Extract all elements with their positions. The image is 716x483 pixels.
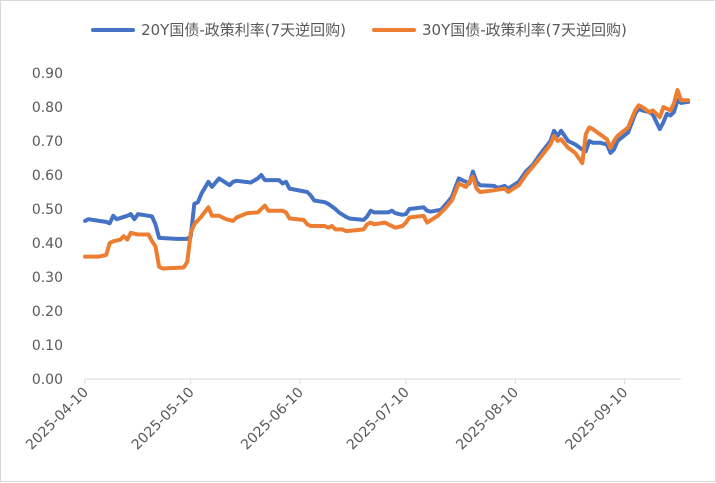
x-tick-label: 2025-05-10 [129, 385, 198, 454]
x-tick-label: 2025-04-10 [23, 385, 92, 454]
legend-item-30y: 30Y国债-政策利率(7天逆回购) [372, 19, 627, 40]
legend-label-30y: 30Y国债-政策利率(7天逆回购) [422, 21, 627, 39]
y-tick-label: 0.60 [32, 168, 63, 184]
y-tick-label: 0.50 [32, 202, 63, 218]
y-tick-label: 0.10 [32, 338, 63, 354]
y-tick-label: 0.70 [32, 134, 63, 150]
legend-swatch-30y [372, 27, 416, 32]
y-tick-label: 0.30 [32, 270, 63, 286]
x-tick-label: 2025-06-10 [238, 385, 307, 454]
legend-item-20y: 20Y国债-政策利率(7天逆回购) [91, 19, 346, 40]
x-tick-label: 2025-09-10 [563, 385, 632, 454]
y-tick-label: 0.40 [32, 236, 63, 252]
legend-swatch-20y [91, 27, 136, 32]
y-tick-label: 0.80 [32, 100, 63, 116]
y-tick-label: 0.00 [32, 372, 63, 388]
x-tick-label: 2025-07-10 [344, 385, 413, 454]
y-tick-label: 0.90 [32, 66, 63, 82]
series-line-30y [83, 88, 691, 271]
y-tick-label: 0.20 [32, 304, 63, 320]
x-tick-label: 2025-08-10 [453, 385, 522, 454]
legend: 20Y国债-政策利率(7天逆回购) 30Y国债-政策利率(7天逆回购) [1, 19, 716, 40]
series-line-20y [83, 98, 691, 241]
legend-label-20y: 20Y国债-政策利率(7天逆回购) [141, 21, 346, 39]
